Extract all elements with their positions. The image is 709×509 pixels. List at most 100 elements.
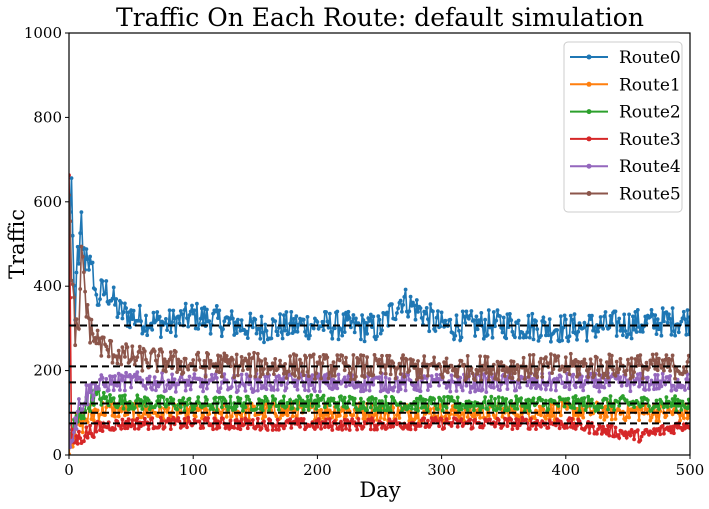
data-point <box>361 400 366 405</box>
data-point <box>481 423 486 428</box>
data-point <box>263 322 268 327</box>
series-route3 <box>69 173 690 446</box>
data-point <box>547 361 552 365</box>
data-point <box>313 398 317 403</box>
data-point <box>486 399 491 404</box>
legend-label: Route4 <box>619 157 681 177</box>
data-point <box>581 415 586 420</box>
data-point <box>525 368 530 372</box>
data-point <box>563 317 568 322</box>
data-point <box>499 360 504 364</box>
data-point <box>80 430 85 435</box>
data-point <box>123 301 127 306</box>
data-point <box>345 405 350 410</box>
data-point <box>228 418 233 423</box>
data-point <box>462 314 466 319</box>
data-point <box>157 404 162 409</box>
data-point <box>439 310 444 315</box>
data-point <box>134 358 139 363</box>
data-point <box>142 349 147 354</box>
data-point <box>115 361 120 366</box>
data-point <box>219 374 224 379</box>
data-point <box>341 360 346 365</box>
data-point <box>654 398 659 403</box>
data-point <box>674 388 679 392</box>
data-point <box>147 325 152 330</box>
data-point <box>667 312 671 317</box>
data-point <box>354 374 358 379</box>
data-point <box>524 335 528 340</box>
data-point <box>342 375 347 380</box>
data-point <box>603 373 608 377</box>
data-point <box>566 339 571 343</box>
data-point <box>188 309 193 314</box>
data-point <box>316 404 321 408</box>
data-point <box>162 357 167 362</box>
data-point <box>422 405 427 409</box>
legend-marker <box>586 109 592 115</box>
data-point <box>673 333 677 338</box>
data-point <box>407 368 412 373</box>
data-point <box>329 424 333 429</box>
data-point <box>393 417 398 422</box>
data-point <box>270 394 275 399</box>
data-point <box>255 351 260 356</box>
data-point <box>586 375 591 379</box>
data-point <box>591 424 595 429</box>
data-point <box>253 374 258 379</box>
data-point <box>131 308 136 313</box>
data-point <box>177 321 182 326</box>
data-point <box>255 416 260 421</box>
data-point <box>655 368 660 373</box>
data-point <box>178 405 183 409</box>
data-point <box>454 405 459 410</box>
data-point <box>490 335 495 340</box>
data-point <box>190 303 194 308</box>
data-point <box>360 313 364 317</box>
data-point <box>498 388 502 392</box>
data-point <box>658 432 663 437</box>
data-point <box>531 353 536 357</box>
data-point <box>686 386 690 391</box>
data-point <box>323 425 327 429</box>
data-point <box>325 355 330 360</box>
data-point <box>146 427 151 431</box>
data-point <box>275 403 280 408</box>
data-point <box>470 386 475 390</box>
data-point <box>144 357 148 362</box>
data-point <box>183 388 188 393</box>
data-point <box>135 355 140 359</box>
data-point <box>69 278 74 283</box>
data-point <box>416 310 420 314</box>
data-point <box>110 360 115 365</box>
data-point <box>224 354 229 358</box>
data-point <box>100 429 105 433</box>
data-point <box>562 369 567 374</box>
data-point <box>314 407 319 411</box>
data-point <box>459 407 464 412</box>
data-point <box>200 377 204 382</box>
data-point <box>465 415 470 419</box>
data-point <box>241 408 245 413</box>
data-point <box>423 398 428 402</box>
data-point <box>660 306 665 311</box>
data-point <box>662 368 666 373</box>
data-point <box>583 408 588 412</box>
data-point <box>655 404 660 408</box>
data-point <box>463 405 468 410</box>
data-point <box>505 369 510 374</box>
data-point <box>647 387 651 392</box>
data-point <box>473 417 477 422</box>
data-point <box>460 388 465 393</box>
data-point <box>318 389 322 394</box>
data-point <box>263 414 268 419</box>
data-point <box>270 428 275 432</box>
data-point <box>669 332 674 337</box>
data-point <box>386 390 391 394</box>
data-point <box>635 308 640 312</box>
data-point <box>452 399 456 404</box>
data-point <box>557 426 562 431</box>
data-point <box>516 377 521 382</box>
data-point <box>245 336 250 340</box>
data-point <box>426 418 430 423</box>
